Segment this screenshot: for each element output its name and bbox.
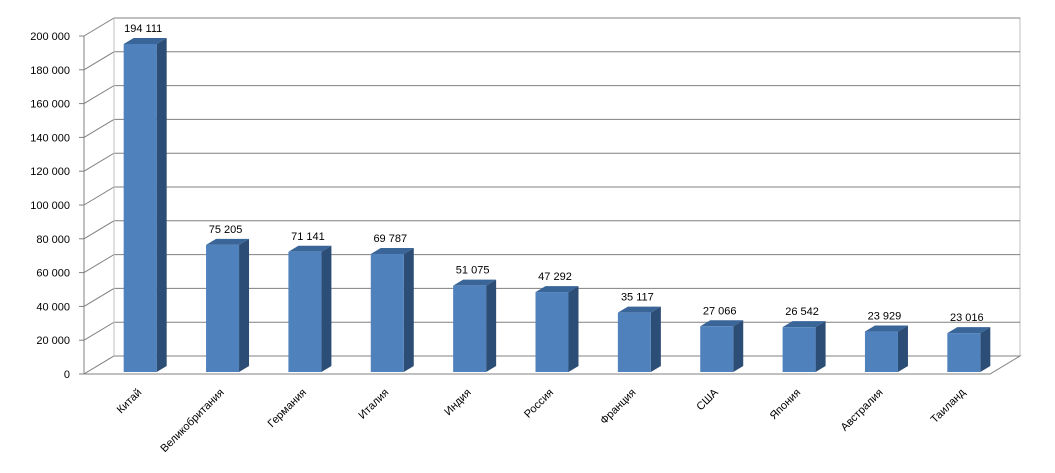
bars (123, 37, 991, 372)
data-label: 71 141 (291, 231, 325, 243)
bar (617, 312, 651, 372)
bar-top (782, 321, 826, 328)
y-tick-label: 100 000 (30, 200, 70, 212)
y-tick-label: 160 000 (30, 99, 70, 111)
y-tick-label: 60 000 (36, 268, 70, 280)
y-tick-label: 40 000 (36, 301, 70, 313)
x-tick-label: Франция (598, 387, 638, 427)
bar-top (370, 248, 414, 255)
data-label: 47 292 (538, 271, 572, 283)
bar-side (980, 327, 991, 372)
y-tick-label: 200 000 (30, 31, 70, 43)
bar (453, 285, 487, 372)
bar (864, 331, 898, 372)
bar-top (123, 37, 167, 44)
bar (206, 244, 240, 372)
bar (535, 292, 569, 372)
bar (370, 254, 404, 372)
bar-side (897, 325, 908, 372)
x-tick-label: Индия (442, 387, 473, 418)
bar-side (321, 245, 332, 372)
bar-top (947, 327, 991, 334)
y-tick-label: 80 000 (36, 234, 70, 246)
x-tick-label: Япония (768, 387, 804, 423)
bar-side (403, 248, 414, 372)
data-label: 75 205 (209, 224, 243, 236)
bar-side (733, 320, 744, 372)
bar-side (239, 238, 250, 372)
bar-top (700, 320, 744, 327)
y-tick-label: 140 000 (30, 132, 70, 144)
x-tick-label: Китай (115, 387, 145, 417)
bar-top (288, 245, 332, 252)
bar (700, 326, 734, 372)
bar (947, 333, 981, 372)
bar-side (486, 279, 497, 372)
data-label: 51 075 (456, 265, 490, 277)
y-tick-label: 0 (64, 369, 70, 381)
bar-side (650, 306, 661, 372)
x-tick-label: Австралия (839, 387, 886, 434)
y-tick-label: 120 000 (30, 166, 70, 178)
data-label: 35 117 (621, 292, 654, 304)
data-labels: 194 111 75 205 71 141 69 787 51 075 47 292 35 … (124, 23, 984, 324)
data-label: 23 929 (868, 311, 902, 323)
bar-side (568, 286, 579, 372)
x-tick-label: Россия (522, 387, 556, 421)
bar-top (206, 238, 250, 245)
data-label: 26 542 (785, 306, 819, 318)
data-label: 194 111 (124, 23, 162, 35)
x-axis-labels: Китай Великобритания Германия Италия Индия Ро… (115, 386, 969, 455)
bar-top (864, 325, 908, 332)
bar-side (815, 321, 826, 372)
bar-side (156, 37, 167, 372)
data-label: 23 016 (950, 312, 984, 324)
bar (782, 327, 816, 372)
bar (123, 43, 157, 372)
data-label: 27 066 (703, 305, 737, 317)
bar-top (453, 279, 497, 286)
y-tick-label: 20 000 (36, 335, 70, 347)
bar (288, 251, 322, 372)
x-tick-label: Великобритания (158, 387, 226, 455)
bar-top (617, 306, 661, 313)
x-tick-label: Италия (356, 387, 391, 422)
y-axis-ticks: 0 20 000 40 000 60 000 80 000 100 000 120 000 1… (30, 31, 70, 381)
y-tick-label: 180 000 (30, 65, 70, 77)
x-tick-label: Таиланд (929, 386, 969, 426)
bar-top (535, 286, 579, 293)
x-tick-label: Германия (266, 387, 309, 430)
x-tick-label: США (694, 386, 721, 413)
data-label: 69 787 (373, 233, 407, 245)
